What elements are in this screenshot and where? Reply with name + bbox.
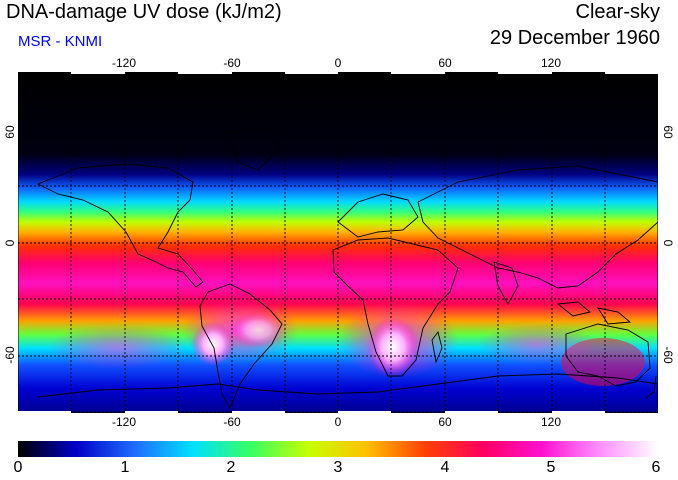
lat-tick-left: -60 <box>3 346 17 364</box>
lat-tick-left: 60 <box>3 125 17 139</box>
lon-tick-top: 0 <box>334 56 342 70</box>
lat-tick-left: 0 <box>3 239 17 247</box>
map-date: 29 December 1960 <box>489 27 660 49</box>
map-frame <box>18 72 658 413</box>
lon-tick-bottom: 120 <box>540 415 562 429</box>
lon-tick-bottom: -60 <box>223 415 241 429</box>
lon-tick-top: 120 <box>540 56 562 70</box>
scale-label: 3 <box>333 459 343 476</box>
south-america-outline <box>199 283 283 410</box>
lon-tick-top: -120 <box>111 56 137 70</box>
scale-label: 2 <box>226 459 236 476</box>
lon-tick-bottom: 0 <box>334 415 342 429</box>
graticule <box>18 72 658 413</box>
lon-tick-bottom: 60 <box>438 415 452 429</box>
map-canvas <box>18 72 658 413</box>
scale-label: 0 <box>13 459 23 476</box>
scale-label: 6 <box>651 459 661 476</box>
lat-tick-right: 60 <box>661 125 675 139</box>
lon-tick-top: 60 <box>438 56 452 70</box>
sky-condition: Clear-sky <box>575 1 660 23</box>
north-america-outline <box>36 163 204 288</box>
scale-label: 1 <box>120 459 130 476</box>
lon-tick-top: -60 <box>223 56 241 70</box>
lat-tick-right: 0 <box>661 239 675 247</box>
source-label: MSR - KNMI <box>18 33 103 50</box>
australia-outline <box>565 323 651 387</box>
lon-tick-bottom: -120 <box>111 415 137 429</box>
map-title: DNA-damage UV dose (kJ/m2) <box>6 1 282 23</box>
africa-outline <box>332 237 459 377</box>
lat-tick-right: -60 <box>661 346 675 364</box>
color-scale-bar <box>18 441 658 457</box>
scale-label: 4 <box>440 459 450 476</box>
uv-dose-map <box>18 72 658 413</box>
scale-label: 5 <box>546 459 556 476</box>
